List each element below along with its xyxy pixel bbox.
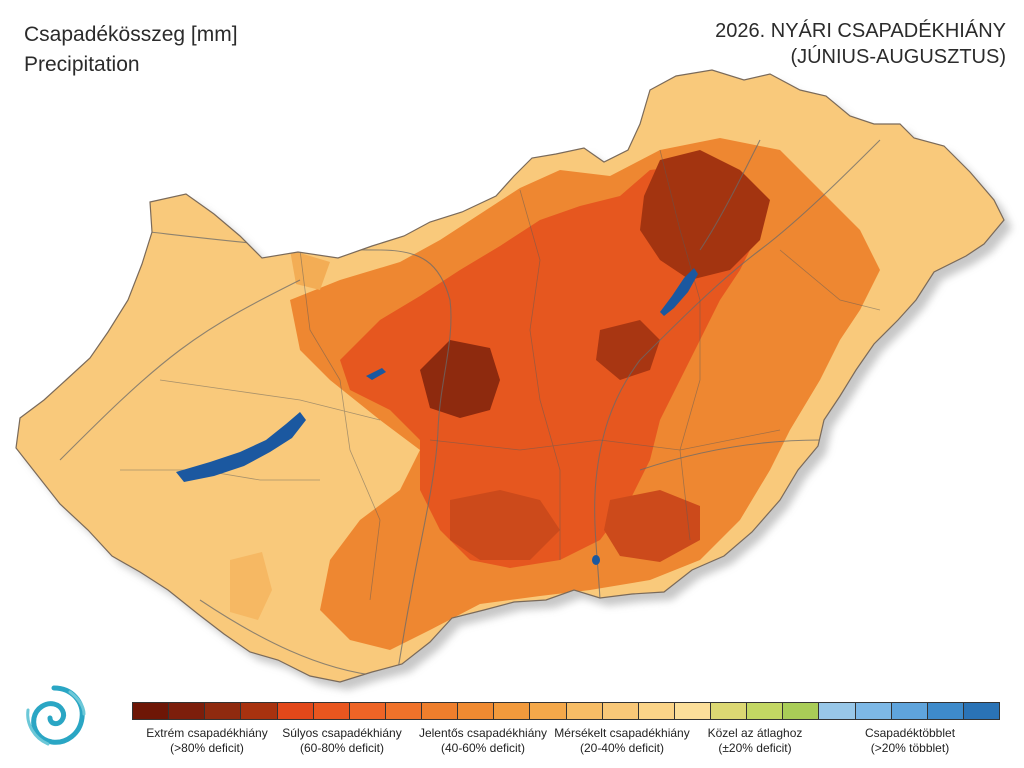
legend-swatch (349, 703, 386, 719)
legend-labels: Extrém csapadékhiány (>80% deficit) Súly… (110, 726, 1020, 762)
title-unit: Csapadékösszeg [mm] (24, 23, 238, 46)
legend-swatch (205, 703, 242, 719)
legend-swatch (602, 703, 639, 719)
river-sajo (699, 139, 761, 251)
extreme-deficit-core-southeast (604, 490, 700, 562)
legend-swatch (711, 703, 748, 719)
legend-swatch (277, 703, 314, 719)
legend-swatch (747, 703, 784, 719)
legend-swatch (133, 703, 170, 719)
extreme-deficit-core-north (640, 150, 770, 280)
legend-swatch (927, 703, 964, 719)
county-border (659, 149, 701, 541)
map-title-line1: 2026. NYÁRI CSAPADÉKHIÁNY (715, 20, 1006, 42)
county-border (519, 189, 561, 560)
swirl-logo-icon (26, 685, 86, 746)
legend-swatch (458, 703, 495, 719)
precipitation-field (16, 70, 1004, 682)
river-raba (59, 279, 301, 461)
county-border (299, 249, 381, 601)
legend-color-bar (132, 702, 1000, 720)
legend-swatch (891, 703, 928, 719)
legend-swatch (819, 703, 856, 719)
legend-swatch (566, 703, 603, 719)
legend-label-severe: Súlyos csapadékhiány (60-80% deficit) (282, 726, 402, 755)
county-border (159, 379, 381, 421)
lake-small (592, 555, 600, 565)
legend-swatch (963, 703, 999, 719)
county-borders (120, 149, 881, 601)
river-drava (199, 599, 381, 677)
legend-swatch (422, 703, 459, 719)
lake-tisza (660, 268, 698, 316)
legend-swatch (494, 703, 531, 719)
legend-swatch (530, 703, 567, 719)
legend-swatch (638, 703, 675, 719)
legend-swatch (313, 703, 350, 719)
river-tisza (594, 139, 881, 601)
lake-velence (366, 368, 386, 380)
legend-label-surplus: Csapadéktöbblet (>20% többlet) (864, 726, 956, 755)
extreme-deficit-core-south (450, 490, 560, 560)
legend-swatch (674, 703, 711, 719)
extreme-deficit-core-central (420, 340, 500, 418)
map-title: 2026. NYÁRI CSAPADÉKHIÁNY (JÚNIUS-AUGUSZ… (715, 18, 1006, 70)
river-koros (639, 439, 821, 471)
legend-label-significant: Jelentős csapadékhiány (40-60% deficit) (418, 726, 548, 755)
extreme-deficit-core-east (596, 320, 660, 380)
title-english: Precipitation (24, 53, 140, 76)
legend-label-moderate: Mérsékelt csapadékhiány (20-40% deficit) (554, 726, 690, 755)
county-border (429, 429, 781, 451)
legend-title: Csapadékösszeg [mm] Precipitation (24, 20, 238, 80)
map-title-line2: (JÚNIUS-AUGUSZTUS) (790, 46, 1006, 68)
hungary-map (15, 69, 1012, 690)
county-border (779, 249, 881, 311)
legend-swatch (855, 703, 892, 719)
severe-deficit-zone (340, 164, 760, 568)
moderate-patch-west (230, 552, 272, 620)
legend-label-near-normal: Közel az átlaghoz (±20% deficit) (707, 726, 803, 755)
legend-swatch (783, 703, 820, 719)
legend-swatch (169, 703, 206, 719)
legend-swatch (241, 703, 278, 719)
legend-label-extreme: Extrém csapadékhiány (>80% deficit) (146, 726, 268, 755)
county-border (120, 469, 320, 481)
lake-balaton (176, 412, 306, 482)
legend-swatch (385, 703, 422, 719)
